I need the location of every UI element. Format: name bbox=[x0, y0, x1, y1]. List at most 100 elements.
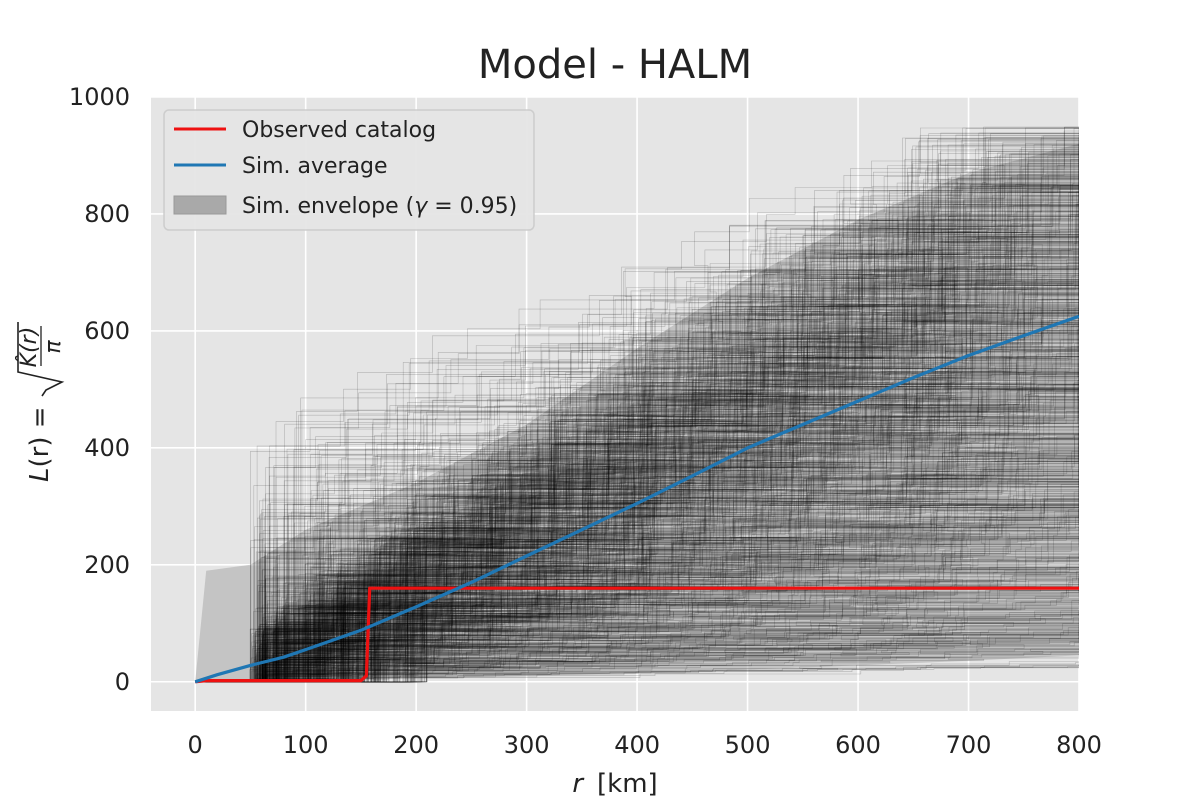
simulation-line bbox=[195, 229, 1079, 683]
simulation-line bbox=[195, 380, 1079, 683]
simulation-line bbox=[195, 439, 1079, 683]
simulation-line bbox=[195, 569, 1079, 683]
simulation-line bbox=[195, 636, 1079, 683]
simulation-line bbox=[195, 148, 1079, 683]
simulation-line bbox=[195, 468, 1079, 683]
simulation-line bbox=[195, 258, 1079, 683]
simulation-line bbox=[195, 307, 1079, 683]
simulation-line bbox=[195, 173, 1079, 683]
simulation-line bbox=[195, 633, 1079, 683]
simulation-line bbox=[195, 550, 1079, 683]
simulation-line bbox=[195, 274, 1079, 683]
simulation-line bbox=[195, 251, 1079, 683]
simulation-line bbox=[195, 212, 1079, 683]
simulation-line bbox=[195, 199, 1079, 683]
simulation-line bbox=[195, 333, 1079, 683]
simulation-line bbox=[195, 262, 1079, 683]
simulation-line bbox=[195, 176, 1079, 683]
simulation-line bbox=[195, 478, 1079, 683]
simulation-line bbox=[195, 356, 1079, 683]
simulation-line bbox=[195, 640, 1079, 683]
simulation-line bbox=[195, 314, 1079, 683]
legend-envelope-swatch bbox=[173, 195, 227, 215]
simulation-line bbox=[195, 463, 1079, 683]
simulation-line bbox=[195, 176, 1079, 683]
simulation-line bbox=[195, 330, 1079, 683]
simulation-line bbox=[195, 293, 1079, 683]
simulation-line bbox=[195, 136, 1079, 683]
simulation-line bbox=[195, 490, 1079, 683]
simulation-line bbox=[195, 287, 1079, 683]
simulation-line bbox=[195, 613, 1079, 683]
simulation-line bbox=[195, 411, 1079, 683]
simulation-line bbox=[195, 308, 1079, 683]
simulation-line bbox=[195, 551, 1079, 683]
simulation-line bbox=[195, 162, 1079, 683]
simulation-line bbox=[195, 543, 1079, 683]
simulation-line bbox=[195, 130, 1079, 683]
simulation-line bbox=[195, 272, 1079, 683]
simulation-line bbox=[195, 475, 1079, 683]
simulation-line bbox=[195, 437, 1079, 683]
simulation-line bbox=[195, 382, 1079, 683]
x-axis-ticks: 0 100 200 300 400 500 600 700 800 bbox=[188, 731, 1102, 759]
simulation-line bbox=[195, 538, 1079, 683]
simulation-line bbox=[195, 388, 1079, 683]
simulation-line bbox=[195, 619, 1079, 683]
simulation-line bbox=[195, 447, 1079, 683]
simulation-line bbox=[195, 294, 1079, 683]
simulation-line bbox=[195, 306, 1079, 683]
simulation-line bbox=[195, 434, 1079, 683]
simulation-line bbox=[195, 554, 1079, 683]
simulation-line bbox=[195, 283, 1079, 683]
simulation-line bbox=[195, 373, 1079, 683]
simulation-line bbox=[195, 438, 1079, 683]
simulation-line bbox=[195, 385, 1079, 683]
simulation-line bbox=[195, 143, 1079, 683]
simulation-line bbox=[195, 282, 1079, 683]
legend-average-label: Sim. average bbox=[242, 154, 388, 179]
simulation-line bbox=[195, 348, 1079, 683]
simulation-line bbox=[195, 284, 1079, 683]
simulation-line bbox=[195, 606, 1079, 683]
simulation-line bbox=[195, 159, 1079, 683]
x-tick-label: 300 bbox=[504, 731, 550, 759]
simulation-line bbox=[195, 380, 1079, 683]
simulation-line bbox=[195, 619, 1079, 683]
simulation-line bbox=[195, 316, 1079, 683]
simulation-line bbox=[195, 372, 1079, 683]
simulation-line bbox=[195, 339, 1079, 683]
simulation-line bbox=[195, 639, 1079, 683]
simulation-line bbox=[195, 231, 1079, 683]
simulation-line bbox=[195, 516, 1079, 683]
simulation-line bbox=[195, 373, 1079, 683]
simulation-line bbox=[195, 127, 1079, 683]
simulation-line bbox=[195, 494, 1079, 683]
simulation-line bbox=[195, 327, 1079, 683]
simulation-line bbox=[195, 638, 1079, 683]
simulation-line bbox=[195, 302, 1079, 683]
simulation-line bbox=[195, 415, 1079, 683]
simulation-line bbox=[195, 641, 1079, 683]
simulation-line bbox=[195, 208, 1079, 683]
simulation-line bbox=[195, 360, 1079, 683]
simulation-line bbox=[195, 481, 1079, 683]
simulation-line bbox=[195, 557, 1079, 683]
simulation-line bbox=[195, 233, 1079, 683]
simulation-line bbox=[195, 135, 1079, 683]
simulation-line bbox=[195, 399, 1079, 683]
simulation-line bbox=[195, 404, 1079, 683]
simulation-line bbox=[195, 437, 1079, 683]
simulation-line bbox=[195, 207, 1079, 683]
simulation-line bbox=[195, 135, 1079, 683]
simulation-line bbox=[195, 202, 1079, 683]
simulation-line bbox=[195, 329, 1079, 683]
simulation-line bbox=[195, 511, 1079, 683]
simulation-line bbox=[195, 166, 1079, 683]
simulation-line bbox=[195, 219, 1079, 683]
simulation-line bbox=[195, 372, 1079, 683]
simulation-line bbox=[195, 248, 1079, 683]
simulation-line bbox=[195, 178, 1079, 683]
simulation-line bbox=[195, 205, 1079, 683]
y-axis-ticks: 0 200 400 600 800 1000 bbox=[69, 83, 130, 696]
